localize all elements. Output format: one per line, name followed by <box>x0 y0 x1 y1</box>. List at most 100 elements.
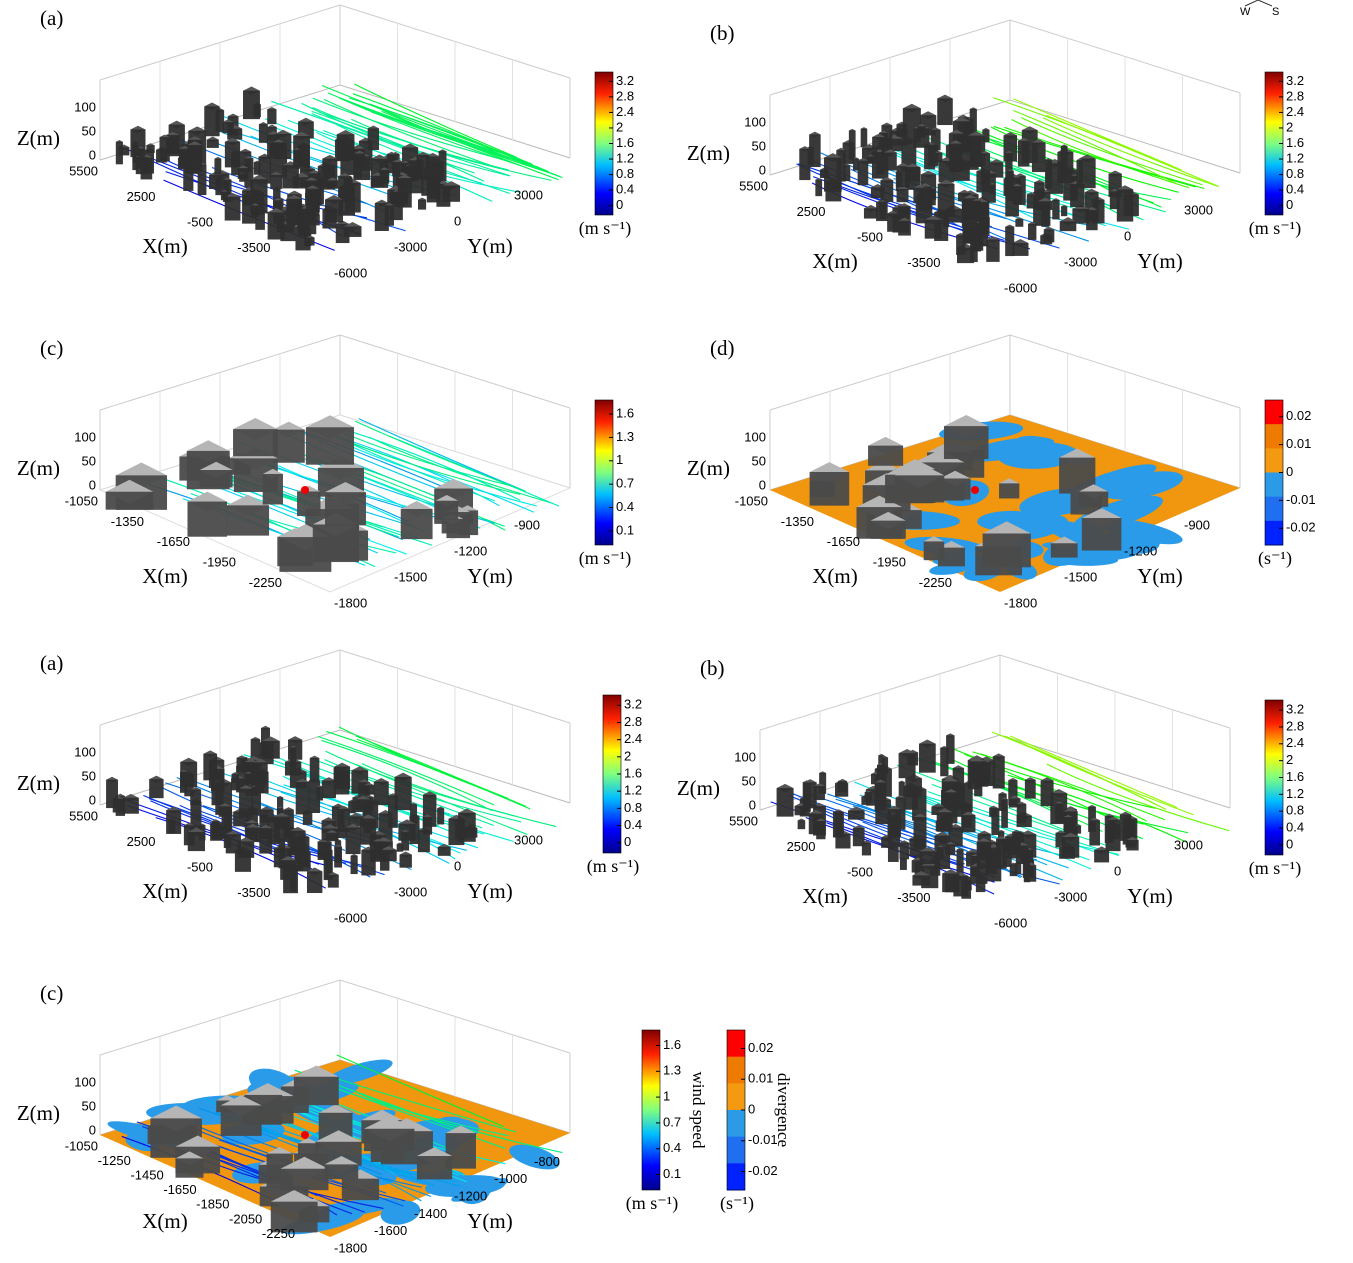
y-tick-label: 3000 <box>1184 202 1213 217</box>
x-axis-label: X(m) <box>812 564 858 588</box>
colorbar-tick-label: 2.4 <box>1286 735 1304 750</box>
x-tick-label: -1850 <box>196 1197 229 1212</box>
building <box>328 875 339 888</box>
x-tick-label: -500 <box>857 229 883 244</box>
building <box>233 429 278 456</box>
colorbar-band <box>727 1163 745 1190</box>
building <box>401 509 433 539</box>
y-tick-label: -1200 <box>454 1188 487 1203</box>
colorbar-tick-label: 0.1 <box>616 522 634 537</box>
colorbar-tick-label: 0.8 <box>1286 803 1304 818</box>
x-tick-label: -3500 <box>237 240 270 255</box>
building <box>374 782 389 805</box>
x-tick-label: -3500 <box>897 890 930 905</box>
colorbar <box>595 400 613 545</box>
building <box>346 827 361 854</box>
building <box>815 180 822 196</box>
y-tick-label: -800 <box>534 1154 560 1169</box>
building <box>262 741 280 759</box>
building <box>888 809 901 837</box>
colorbar-tick-label: 3.2 <box>624 697 642 712</box>
building <box>777 788 794 817</box>
colorbar-tick-label: 0 <box>1286 197 1293 212</box>
building <box>326 833 337 841</box>
x-tick-label: -1350 <box>111 514 144 529</box>
building <box>146 145 154 153</box>
building <box>385 205 394 225</box>
y-tick-label: -6000 <box>334 265 367 280</box>
building <box>187 502 227 537</box>
site-marker <box>971 486 979 494</box>
y-tick-label: -1200 <box>1124 543 1157 558</box>
building <box>1117 189 1133 221</box>
building <box>1062 837 1079 858</box>
building <box>1018 141 1029 167</box>
colorbar-tick-label: 1.2 <box>1286 150 1304 165</box>
y-tick-label: -900 <box>514 517 540 532</box>
building <box>913 188 925 203</box>
back-wall-top <box>760 655 1230 730</box>
z-tick-label: 100 <box>74 1074 96 1089</box>
x-tick-label: -1350 <box>781 514 814 529</box>
building <box>149 779 163 798</box>
y-tick-label: 0 <box>454 213 461 228</box>
colorbar-band <box>727 1030 745 1057</box>
building <box>1027 194 1036 208</box>
building <box>138 148 145 168</box>
colorbar-unit: (s⁻¹) <box>1258 548 1292 569</box>
building <box>899 753 916 778</box>
building <box>920 851 938 864</box>
y-tick-label: -6000 <box>334 910 367 925</box>
building <box>946 844 956 855</box>
back-wall-top <box>100 335 570 410</box>
building <box>273 142 285 150</box>
building <box>1005 227 1014 256</box>
building <box>838 781 847 792</box>
x-tick-label: -2250 <box>919 575 952 590</box>
colorbar-tick-label: 0.01 <box>748 1071 773 1086</box>
building <box>221 1105 262 1136</box>
colorbar-tick-label: 2.4 <box>624 731 642 746</box>
building <box>884 153 897 171</box>
building <box>897 189 909 202</box>
building <box>853 828 865 846</box>
building <box>984 762 990 783</box>
building <box>1094 850 1109 862</box>
z-axis-label: Z(m) <box>677 776 720 800</box>
building <box>1032 143 1046 173</box>
building <box>180 772 187 793</box>
building <box>263 474 283 505</box>
building <box>286 199 302 225</box>
building <box>280 1169 328 1190</box>
colorbar-tick-label: 1.6 <box>616 135 634 150</box>
y-axis-label: Y(m) <box>467 564 513 588</box>
building <box>972 201 980 211</box>
building <box>899 843 909 860</box>
building <box>1038 201 1053 210</box>
colorbar-tick-label: 2.8 <box>1286 718 1304 733</box>
y-tick-label: -1000 <box>494 1171 527 1186</box>
x-tick-label: -500 <box>187 214 213 229</box>
colorbar-tick-label: 1.2 <box>624 783 642 798</box>
x-tick-label: 5500 <box>739 178 768 193</box>
z-axis-label: Z(m) <box>17 771 60 795</box>
building <box>260 810 274 823</box>
y-axis-label: Y(m) <box>1137 249 1183 273</box>
y-axis-label: Y(m) <box>1137 564 1183 588</box>
x-tick-label: -1650 <box>157 534 190 549</box>
x-tick-label: -1950 <box>873 555 906 570</box>
colorbar <box>642 1030 660 1190</box>
z-tick-label: 0 <box>759 162 766 177</box>
building <box>368 128 379 150</box>
building <box>417 155 430 179</box>
building <box>962 815 976 832</box>
building <box>917 126 925 138</box>
building <box>814 786 825 800</box>
x-axis-label: X(m) <box>812 249 858 273</box>
x-tick-label: -2050 <box>229 1211 262 1226</box>
building <box>106 492 154 510</box>
building <box>400 855 412 868</box>
building <box>906 167 920 181</box>
y-tick-label: 0 <box>1114 863 1121 878</box>
back-wall-top <box>100 980 570 1055</box>
